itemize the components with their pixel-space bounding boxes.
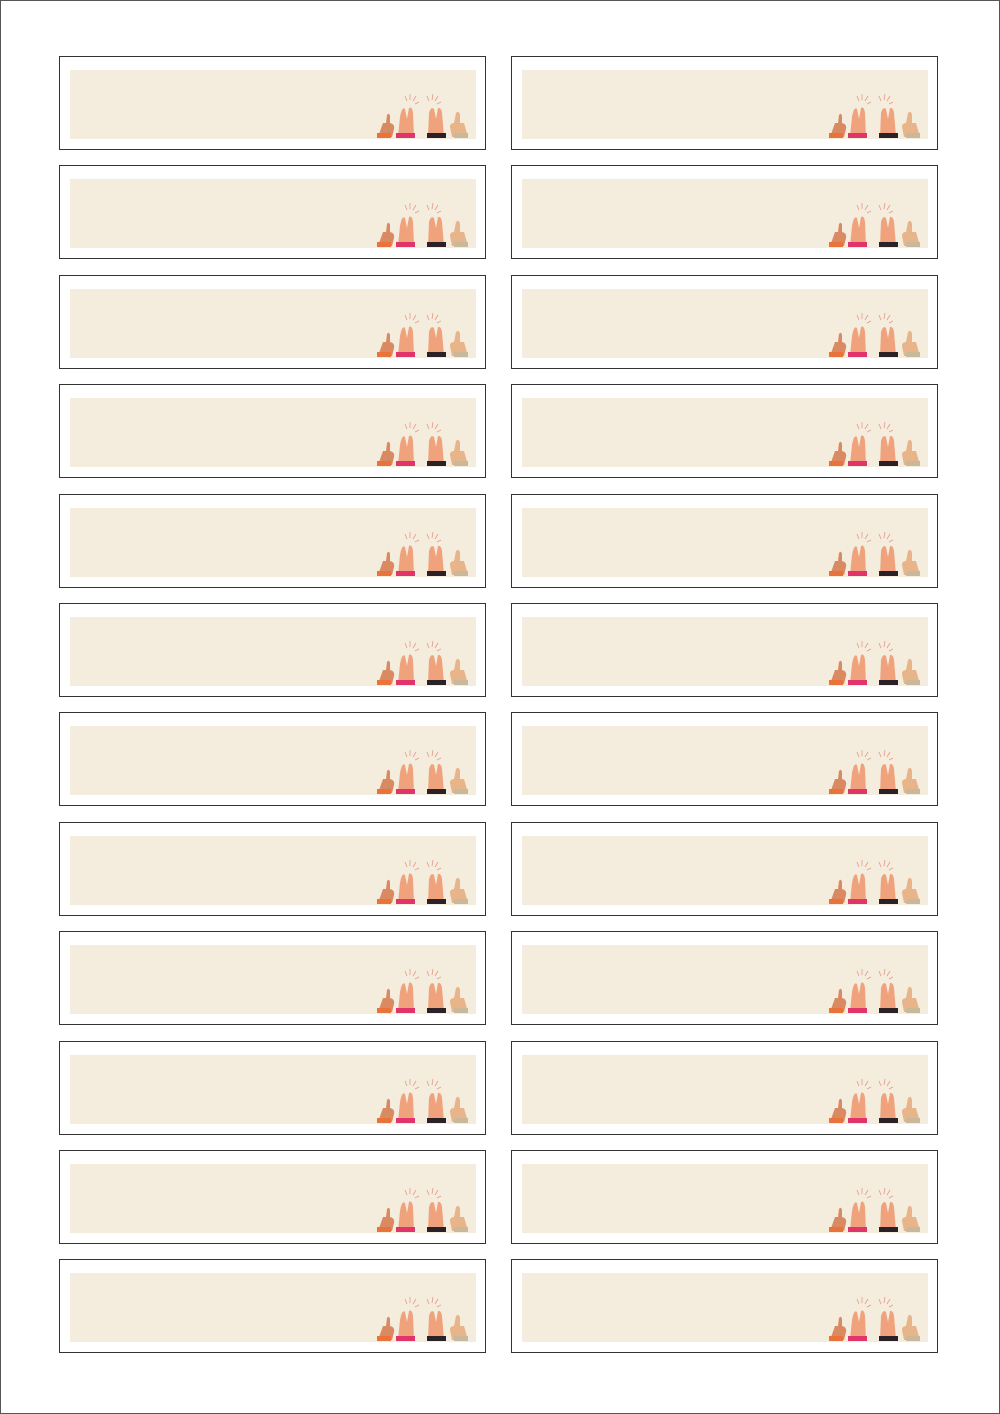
clapping-hands-icon: [377, 1187, 468, 1232]
label-background: [70, 179, 476, 249]
clapping-hands-icon: [829, 640, 920, 685]
label-background: [70, 835, 476, 905]
label-background: [70, 945, 476, 1015]
clapping-hands-icon: [829, 1078, 920, 1123]
label-background: [522, 1273, 928, 1343]
label-cell[interactable]: [59, 1040, 486, 1135]
clapping-hands-icon: [377, 93, 468, 138]
label-cell[interactable]: [511, 931, 938, 1026]
label-cell[interactable]: [59, 603, 486, 697]
label-background: [522, 398, 928, 468]
label-background: [70, 726, 476, 796]
label-background: [522, 835, 928, 905]
clapping-hands-icon: [377, 422, 468, 467]
label-background: [70, 617, 476, 686]
label-background: [70, 1054, 476, 1124]
clapping-hands-icon: [829, 969, 920, 1014]
label-cell[interactable]: [59, 1259, 486, 1354]
label-cell[interactable]: [511, 821, 938, 916]
clapping-hands-icon: [377, 859, 468, 904]
label-cell[interactable]: [59, 821, 486, 916]
clapping-hands-icon: [377, 203, 468, 248]
label-background: [70, 70, 476, 139]
clapping-hands-icon: [829, 203, 920, 248]
clapping-hands-icon: [829, 531, 920, 576]
clapping-hands-icon: [377, 640, 468, 685]
clapping-hands-icon: [829, 1297, 920, 1342]
label-background: [522, 1054, 928, 1124]
label-cell[interactable]: [511, 384, 938, 479]
label-background: [70, 1273, 476, 1343]
clapping-hands-icon: [829, 750, 920, 795]
label-cell[interactable]: [511, 1040, 938, 1135]
label-cell[interactable]: [511, 493, 938, 588]
clapping-hands-icon: [829, 93, 920, 138]
label-background: [522, 1164, 928, 1233]
clapping-hands-icon: [829, 312, 920, 357]
label-background: [522, 288, 928, 358]
label-cell[interactable]: [59, 1150, 486, 1244]
label-cell[interactable]: [511, 1259, 938, 1354]
label-background: [522, 507, 928, 577]
label-background: [522, 179, 928, 249]
label-background: [70, 507, 476, 577]
label-cell[interactable]: [59, 931, 486, 1026]
clapping-hands-icon: [377, 750, 468, 795]
label-background: [522, 945, 928, 1015]
label-cell[interactable]: [511, 603, 938, 697]
label-background: [522, 617, 928, 686]
clapping-hands-icon: [377, 1078, 468, 1123]
label-cell[interactable]: [59, 165, 486, 260]
clapping-hands-icon: [377, 531, 468, 576]
label-cell[interactable]: [59, 493, 486, 588]
label-background: [522, 70, 928, 139]
label-cell[interactable]: [511, 712, 938, 807]
clapping-hands-icon: [829, 1187, 920, 1232]
clapping-hands-icon: [829, 859, 920, 904]
label-cell[interactable]: [59, 712, 486, 807]
label-background: [70, 1164, 476, 1233]
label-background: [70, 398, 476, 468]
label-background: [70, 288, 476, 358]
label-cell[interactable]: [59, 384, 486, 479]
label-background: [522, 726, 928, 796]
label-cell[interactable]: [511, 56, 938, 150]
label-cell[interactable]: [59, 56, 486, 150]
clapping-hands-icon: [829, 422, 920, 467]
clapping-hands-icon: [377, 312, 468, 357]
clapping-hands-icon: [377, 969, 468, 1014]
label-cell[interactable]: [511, 1150, 938, 1244]
label-cell[interactable]: [511, 274, 938, 369]
clapping-hands-icon: [377, 1297, 468, 1342]
label-cell[interactable]: [59, 274, 486, 369]
label-cell[interactable]: [511, 165, 938, 260]
